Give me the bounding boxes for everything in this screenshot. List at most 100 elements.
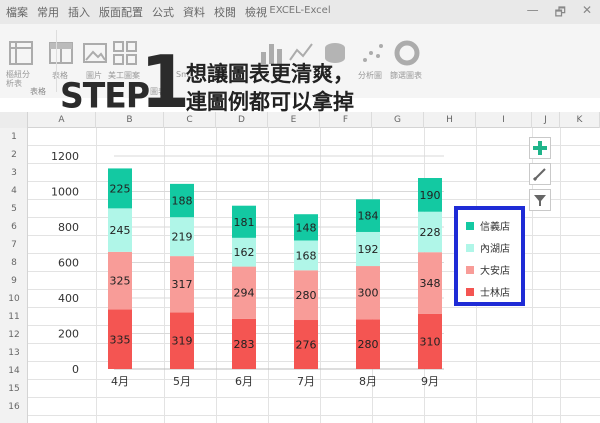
minimize-button[interactable]: —	[526, 3, 539, 17]
scatter-chart-icon[interactable]	[360, 40, 386, 66]
bar-segment[interactable]	[294, 214, 318, 241]
row-header-11[interactable]: 11	[8, 312, 20, 322]
data-label: 317	[172, 278, 193, 291]
chart-styles-button[interactable]	[529, 163, 551, 185]
row-header-8[interactable]: 8	[11, 258, 17, 268]
chart-legend[interactable]: 信義店 內湖店 大安店 士林店	[454, 206, 525, 306]
column-header-i[interactable]: I	[476, 112, 532, 128]
row-header-7[interactable]: 7	[11, 240, 17, 250]
row-header-9[interactable]: 9	[11, 276, 17, 286]
bar-segment[interactable]	[232, 266, 256, 319]
row-header-3[interactable]: 3	[11, 168, 17, 178]
bar-segment[interactable]	[294, 270, 318, 321]
select-all-corner[interactable]	[0, 112, 28, 128]
menu-home[interactable]: 常用	[37, 6, 59, 19]
bar-segment[interactable]	[232, 205, 256, 238]
bar-segment[interactable]	[232, 237, 256, 267]
picture-label: 圖片	[86, 71, 102, 80]
data-label: 335	[110, 333, 131, 346]
row-header-14[interactable]: 14	[8, 366, 20, 376]
bar-segment[interactable]	[108, 309, 132, 369]
row-header-1[interactable]: 1	[11, 132, 17, 142]
column-header-d[interactable]: D	[216, 112, 268, 128]
menu-view[interactable]: 檢視	[245, 6, 267, 19]
legend-item-xinyi[interactable]: 信義店	[466, 218, 510, 233]
bar-segment[interactable]	[356, 199, 380, 232]
column-header-c[interactable]: C	[164, 112, 216, 128]
menu-page-layout[interactable]: 版面配置	[99, 6, 143, 19]
column-header-e[interactable]: E	[268, 112, 320, 128]
row-header-5[interactable]: 5	[11, 204, 17, 214]
grid-line	[28, 379, 600, 380]
data-label: 188	[172, 195, 193, 208]
bar-segment[interactable]	[356, 319, 380, 369]
row-header-10[interactable]: 10	[8, 294, 20, 304]
close-button[interactable]: ✕	[581, 3, 592, 17]
bar-segment[interactable]	[108, 251, 132, 310]
column-header-k[interactable]: K	[560, 112, 600, 128]
bar-segment[interactable]	[356, 266, 380, 320]
row-header-4[interactable]: 4	[11, 186, 17, 196]
bar-segment[interactable]	[294, 240, 318, 271]
chart-filters-button[interactable]	[529, 189, 551, 211]
bar-segment[interactable]	[418, 178, 442, 212]
bar-segment[interactable]	[108, 208, 132, 252]
bar-segment[interactable]	[418, 211, 442, 253]
legend-item-neihu[interactable]: 內湖店	[466, 240, 510, 255]
row-header-15[interactable]: 15	[8, 384, 20, 394]
step-caption-line-1: 想讓圖表更清爽，	[186, 62, 354, 86]
bar-segment[interactable]	[418, 252, 442, 314]
clipart-icon[interactable]	[112, 40, 138, 66]
column-header-b[interactable]: B	[96, 112, 164, 128]
bar-segment[interactable]	[170, 312, 194, 369]
x-tick-label: 6月	[235, 375, 253, 388]
bar-segment[interactable]	[418, 313, 442, 369]
analysis-chart-label: 分析圖	[358, 71, 382, 80]
chart-elements-button[interactable]	[529, 137, 551, 159]
data-label: 280	[296, 289, 317, 302]
pivot-table-icon[interactable]	[8, 40, 34, 66]
bar-segment[interactable]	[170, 217, 194, 257]
picture-icon[interactable]	[82, 40, 108, 66]
row-header-12[interactable]: 12	[8, 330, 20, 340]
row-header-13[interactable]: 13	[8, 348, 20, 358]
legend-item-shilin[interactable]: 士林店	[466, 284, 510, 299]
data-label: 310	[420, 335, 441, 348]
grid-line	[268, 128, 269, 423]
column-chart-icon[interactable]	[258, 40, 284, 66]
bar-segment[interactable]	[108, 168, 132, 209]
column-header-j[interactable]: J	[532, 112, 560, 128]
bar-segment[interactable]	[170, 183, 194, 218]
data-label: 300	[358, 287, 379, 300]
table-icon[interactable]	[48, 40, 74, 66]
y-tick-label: 0	[72, 363, 79, 376]
menu-insert[interactable]: 插入	[68, 6, 90, 19]
grid-line	[560, 128, 561, 423]
title-bar: 檔案 常用 插入 版面配置 公式 資料 校閱 檢視 EXCEL-Excel — …	[0, 0, 600, 24]
legend-swatch-daan	[466, 265, 474, 274]
bar-segment[interactable]	[356, 231, 380, 267]
menu-file[interactable]: 檔案	[6, 6, 28, 19]
row-header-16[interactable]: 16	[8, 402, 20, 412]
bar-segment[interactable]	[170, 256, 194, 313]
menu-formulas[interactable]: 公式	[152, 6, 174, 19]
row-header-bar: 1 2 3 4 5 6 7 8 9 10 11 12 13 14 15 16	[0, 128, 28, 423]
column-header-a[interactable]: A	[28, 112, 96, 128]
column-header-f[interactable]: F	[320, 112, 372, 128]
menu-review[interactable]: 校閱	[214, 6, 236, 19]
row-header-2[interactable]: 2	[11, 150, 17, 160]
bar-segment[interactable]	[294, 320, 318, 369]
legend-label-neihu: 內湖店	[480, 244, 510, 255]
pie-chart-icon[interactable]	[322, 40, 348, 66]
restore-button[interactable]: 🗗	[554, 5, 566, 19]
bar-segment[interactable]	[232, 318, 256, 369]
line-chart-icon[interactable]	[288, 40, 314, 66]
donut-chart-icon[interactable]	[394, 40, 420, 66]
column-header-h[interactable]: H	[424, 112, 476, 128]
column-header-g[interactable]: G	[372, 112, 424, 128]
menu-data[interactable]: 資料	[183, 6, 205, 19]
legend-swatch-xinyi	[466, 221, 474, 230]
legend-item-daan[interactable]: 大安店	[466, 262, 510, 277]
row-header-6[interactable]: 6	[11, 222, 17, 232]
